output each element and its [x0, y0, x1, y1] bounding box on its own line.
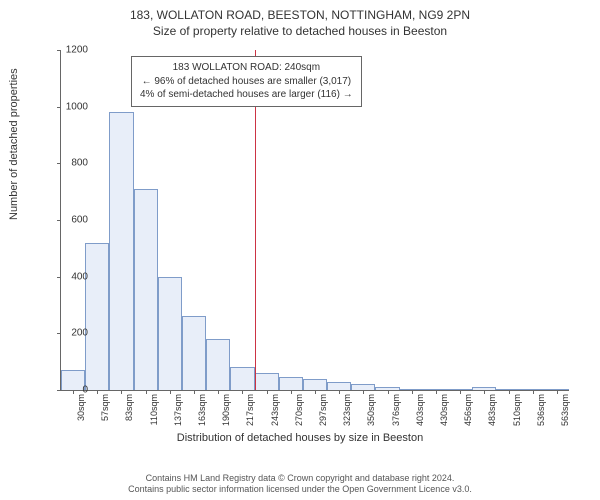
y-tick-label: 0 — [48, 385, 88, 396]
chart-area: 30sqm57sqm83sqm110sqm137sqm163sqm190sqm2… — [60, 50, 568, 390]
y-axis-label: Number of detached properties — [8, 68, 20, 220]
histogram-bar — [255, 373, 279, 390]
x-tick-mark — [170, 390, 171, 394]
x-axis-label: Distribution of detached houses by size … — [0, 432, 600, 444]
y-tick-label: 200 — [48, 328, 88, 339]
footer-line-1: Contains HM Land Registry data © Crown c… — [0, 473, 600, 485]
x-tick-mark — [291, 390, 292, 394]
x-tick-mark — [484, 390, 485, 394]
x-tick-mark — [194, 390, 195, 394]
info-line-2: ← 96% of detached houses are smaller (3,… — [140, 75, 353, 89]
footer-attribution: Contains HM Land Registry data © Crown c… — [0, 473, 600, 496]
x-tick-mark — [436, 390, 437, 394]
y-tick-label: 600 — [48, 215, 88, 226]
x-tick-label: 376sqm — [391, 394, 401, 426]
x-tick-label: 350sqm — [366, 394, 376, 426]
x-tick-label: 483sqm — [487, 394, 497, 426]
x-tick-mark — [412, 390, 413, 394]
chart-title-main: 183, WOLLATON ROAD, BEESTON, NOTTINGHAM,… — [0, 0, 600, 22]
x-tick-label: 403sqm — [415, 394, 425, 426]
plot-region: 30sqm57sqm83sqm110sqm137sqm163sqm190sqm2… — [60, 50, 569, 391]
x-tick-label: 217sqm — [245, 394, 255, 426]
x-tick-mark — [460, 390, 461, 394]
x-tick-label: 297sqm — [318, 394, 328, 426]
histogram-bar — [206, 339, 230, 390]
histogram-bar — [85, 243, 109, 390]
x-tick-label: 536sqm — [536, 394, 546, 426]
y-tick-label: 1000 — [48, 101, 88, 112]
x-tick-label: 243sqm — [270, 394, 280, 426]
x-tick-label: 190sqm — [221, 394, 231, 426]
x-tick-label: 163sqm — [197, 394, 207, 426]
x-tick-mark — [363, 390, 364, 394]
x-tick-mark — [557, 390, 558, 394]
x-tick-label: 430sqm — [439, 394, 449, 426]
x-tick-mark — [509, 390, 510, 394]
x-tick-mark — [339, 390, 340, 394]
x-tick-label: 83sqm — [124, 394, 134, 421]
x-tick-label: 510sqm — [512, 394, 522, 426]
x-tick-mark — [533, 390, 534, 394]
info-line-3: 4% of semi-detached houses are larger (1… — [140, 88, 353, 102]
histogram-bar — [109, 112, 133, 390]
x-tick-mark — [315, 390, 316, 394]
x-tick-mark — [146, 390, 147, 394]
histogram-bar — [158, 277, 182, 390]
histogram-bar — [134, 189, 158, 390]
chart-container: 183, WOLLATON ROAD, BEESTON, NOTTINGHAM,… — [0, 0, 600, 500]
x-tick-mark — [388, 390, 389, 394]
x-tick-mark — [97, 390, 98, 394]
x-tick-label: 456sqm — [463, 394, 473, 426]
x-tick-mark — [242, 390, 243, 394]
histogram-bar — [230, 367, 254, 390]
y-tick-label: 1200 — [48, 45, 88, 56]
x-tick-label: 323sqm — [342, 394, 352, 426]
x-tick-label: 137sqm — [173, 394, 183, 426]
info-line-1: 183 WOLLATON ROAD: 240sqm — [140, 61, 353, 75]
x-tick-label: 110sqm — [149, 394, 159, 425]
marker-info-box: 183 WOLLATON ROAD: 240sqm← 96% of detach… — [131, 56, 362, 107]
x-tick-mark — [267, 390, 268, 394]
x-tick-mark — [218, 390, 219, 394]
x-tick-label: 563sqm — [560, 394, 570, 426]
histogram-bar — [327, 382, 351, 391]
histogram-bar — [279, 377, 303, 390]
y-tick-label: 800 — [48, 158, 88, 169]
y-tick-label: 400 — [48, 271, 88, 282]
footer-line-2: Contains public sector information licen… — [0, 484, 600, 496]
x-tick-label: 57sqm — [100, 394, 110, 421]
chart-title-sub: Size of property relative to detached ho… — [0, 22, 600, 38]
x-tick-label: 30sqm — [76, 394, 86, 421]
histogram-bar — [303, 379, 327, 390]
histogram-bar — [182, 316, 206, 390]
x-tick-label: 270sqm — [294, 394, 304, 426]
x-tick-mark — [121, 390, 122, 394]
